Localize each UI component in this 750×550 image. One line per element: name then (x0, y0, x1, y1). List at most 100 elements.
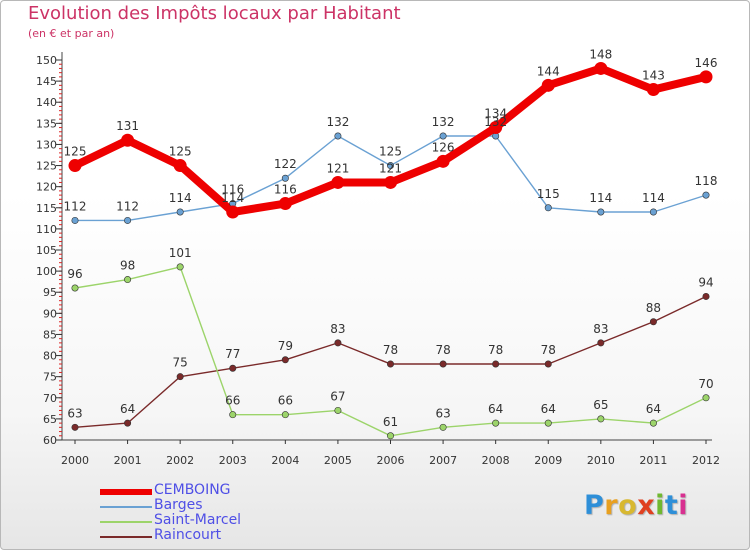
data-label-saint-marcel: 66 (225, 394, 240, 408)
data-point-raincourt (439, 360, 447, 368)
data-point-raincourt (281, 356, 289, 364)
proxiti-logo: Proxiti (584, 490, 688, 521)
data-point-raincourt (124, 419, 132, 427)
data-point-barges (702, 191, 710, 199)
legend-label-raincourt: Raincourt (154, 527, 222, 543)
y-tick-label: 80 (43, 350, 57, 363)
data-label-barges: 115 (537, 187, 560, 201)
data-point-raincourt (334, 339, 342, 347)
data-point-cemboing (489, 121, 503, 135)
chart-subtitle: (en € et par an) (28, 27, 115, 40)
data-labels: 63 64 75 77 79 83 78 78 78 78 83 88 94 96 98 101 66 66 67 6… (64, 47, 718, 428)
legend-swatch-saint-marcel (100, 521, 152, 523)
data-label-cemboing: 143 (642, 69, 665, 83)
chart-title: Evolution des Impôts locaux par Habitant (28, 3, 401, 24)
x-tick-label: 2012 (692, 454, 720, 467)
data-label-barges: 132 (484, 115, 507, 129)
y-tick-label: 135 (36, 117, 57, 130)
data-label-saint-marcel: 96 (67, 267, 82, 281)
data-point-saint-marcel (124, 276, 132, 284)
data-label-cemboing: 121 (379, 161, 402, 175)
data-point-barges (124, 216, 132, 224)
logo-letter: o (618, 490, 638, 521)
data-label-raincourt: 78 (435, 343, 450, 357)
data-point-saint-marcel (544, 419, 552, 427)
data-point-cemboing (278, 197, 292, 211)
data-label-cemboing: 125 (169, 145, 192, 159)
data-label-barges: 118 (695, 174, 718, 188)
data-label-cemboing: 116 (274, 183, 297, 197)
data-point-saint-marcel (281, 411, 289, 419)
data-point-barges (439, 132, 447, 140)
y-tick-label: 75 (43, 371, 57, 384)
x-tick-label: 2011 (639, 454, 667, 467)
data-label-raincourt: 79 (278, 339, 293, 353)
data-label-raincourt: 83 (330, 322, 345, 336)
data-point-raincourt (176, 373, 184, 381)
y-tick-label: 85 (43, 328, 57, 341)
data-point-barges (334, 132, 342, 140)
data-point-raincourt (544, 360, 552, 368)
x-tick-label: 2006 (377, 454, 405, 467)
data-label-saint-marcel: 70 (698, 377, 713, 391)
data-label-raincourt: 64 (120, 402, 135, 416)
data-point-saint-marcel (176, 263, 184, 271)
y-tick-label: 100 (36, 265, 57, 278)
data-label-cemboing: 131 (116, 119, 139, 133)
x-tick-label: 2003 (219, 454, 247, 467)
legend-swatch-raincourt (100, 536, 152, 538)
data-point-raincourt (597, 339, 605, 347)
data-point-raincourt (492, 360, 500, 368)
data-label-raincourt: 78 (488, 343, 503, 357)
data-label-saint-marcel: 101 (169, 246, 192, 260)
data-label-barges: 132 (326, 115, 349, 129)
data-label-cemboing: 148 (589, 47, 612, 61)
data-label-raincourt: 88 (646, 301, 661, 315)
data-point-saint-marcel (229, 411, 237, 419)
y-tick-label: 60 (43, 434, 57, 447)
y-tick-label: 65 (43, 413, 57, 426)
data-point-cemboing (121, 133, 135, 147)
data-point-barges (597, 208, 605, 216)
data-label-barges: 112 (64, 199, 87, 213)
y-tick-label: 115 (36, 202, 57, 215)
data-point-raincourt (71, 423, 79, 431)
data-point-raincourt (702, 292, 710, 300)
logo-letter: r (604, 490, 619, 521)
data-point-cemboing (68, 159, 82, 173)
data-point-cemboing (594, 61, 608, 75)
data-point-raincourt (386, 360, 394, 368)
y-tick-label: 90 (43, 307, 57, 320)
data-label-raincourt: 75 (173, 356, 188, 370)
data-label-saint-marcel: 63 (435, 406, 450, 420)
logo-letter: P (584, 490, 605, 521)
x-tick-label: 2007 (429, 454, 457, 467)
data-label-raincourt: 77 (225, 347, 240, 361)
data-point-barges (544, 204, 552, 212)
legend-swatch-barges (100, 506, 152, 508)
data-label-barges: 112 (116, 199, 139, 213)
data-label-raincourt: 94 (698, 275, 713, 289)
data-label-saint-marcel: 64 (488, 402, 503, 416)
data-label-saint-marcel: 65 (593, 398, 608, 412)
data-point-raincourt (229, 364, 237, 372)
data-point-saint-marcel (334, 406, 342, 414)
data-label-raincourt: 78 (383, 343, 398, 357)
data-point-cemboing (436, 154, 450, 168)
x-tick-label: 2009 (534, 454, 562, 467)
data-label-saint-marcel: 64 (646, 402, 661, 416)
legend-label-saint-marcel: Saint-Marcel (154, 512, 242, 528)
y-tick-label: 125 (36, 160, 57, 173)
series-points (68, 61, 713, 440)
data-point-cemboing (646, 83, 660, 97)
data-label-cemboing: 126 (432, 140, 455, 154)
logo-letter: i (678, 490, 689, 521)
x-tick-label: 2005 (324, 454, 352, 467)
y-tick-label: 105 (36, 244, 57, 257)
y-tick-label: 120 (36, 181, 57, 194)
data-label-cemboing: 125 (64, 145, 87, 159)
data-point-cemboing (384, 175, 397, 189)
x-tick-label: 2010 (587, 454, 615, 467)
